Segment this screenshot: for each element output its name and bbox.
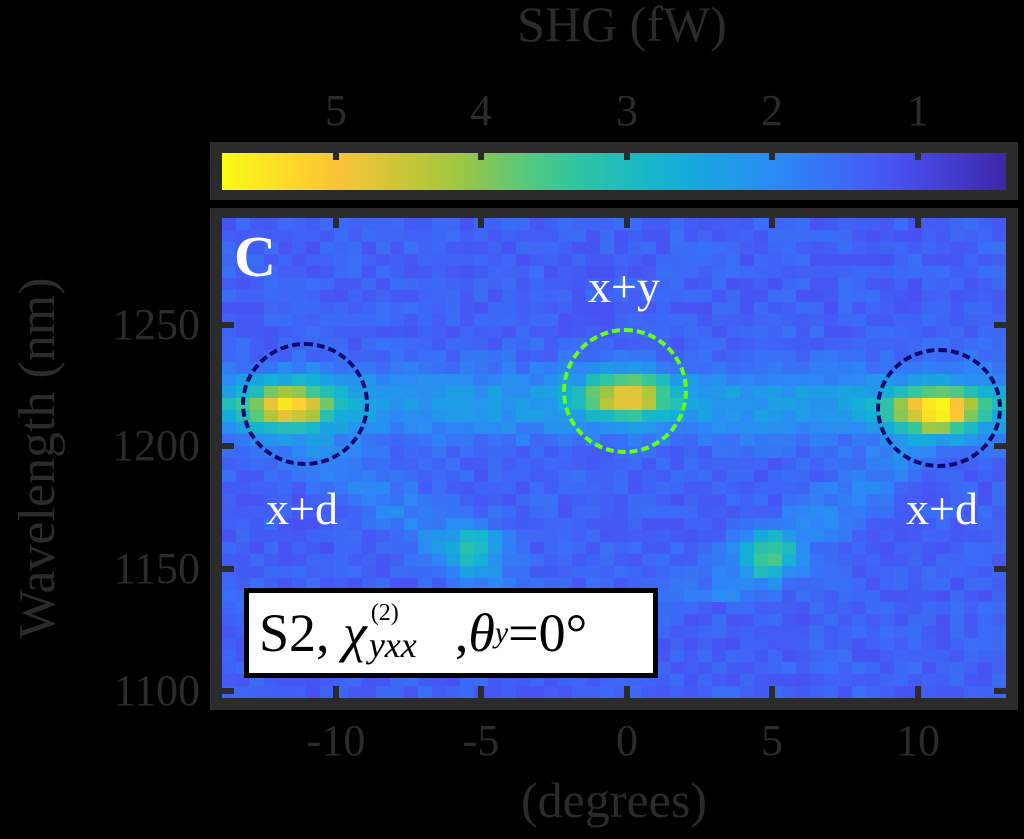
y-tick <box>222 688 234 694</box>
x-tick-label: 5 <box>761 716 783 765</box>
legend-chi-sup: (2) <box>370 600 399 626</box>
dashed-circle-right <box>876 348 1002 468</box>
annotation-left-x-plus-d: x+d <box>266 483 338 534</box>
y-tick <box>222 443 234 449</box>
x-tick <box>624 218 630 228</box>
legend-theta-sub: y <box>494 616 509 649</box>
x-tick <box>769 218 775 228</box>
y-tick <box>222 566 234 572</box>
colorbar-tick-label: 4 <box>470 86 492 135</box>
legend-chi-indices: (2) yxx <box>367 600 455 665</box>
legend-sep: , <box>454 603 469 663</box>
x-tick <box>333 218 339 228</box>
colorbar-tick <box>915 153 921 160</box>
x-tick <box>624 686 630 698</box>
x-tick <box>333 686 339 698</box>
annotation-x-plus-y: x+y <box>588 261 660 312</box>
legend-chi-sub: yxx <box>368 625 417 665</box>
x-axis-title: (degrees) <box>521 772 707 828</box>
x-tick-label: -10 <box>306 716 366 765</box>
dashed-circle-center <box>562 328 688 454</box>
y-tick <box>222 322 234 328</box>
x-tick-label: 0 <box>616 716 638 765</box>
colorbar-tick <box>624 153 630 160</box>
x-tick-label: 10 <box>896 716 940 765</box>
y-tick-label: 1250 <box>112 300 200 349</box>
x-tick <box>769 686 775 698</box>
x-tick-label: -5 <box>462 716 500 765</box>
x-tick <box>478 686 484 698</box>
dashed-circle-left <box>241 342 369 466</box>
y-tick-label: 1150 <box>113 544 200 593</box>
y-tick-label: 1200 <box>112 421 200 470</box>
colorbar-tick <box>769 153 775 160</box>
x-tick <box>915 686 921 698</box>
legend-box: S2, χ (2) yxx, θ y =0° <box>244 588 658 678</box>
colorbar-tick-label: 2 <box>761 86 783 135</box>
colorbar-tick <box>478 153 484 160</box>
colorbar-tick-label: 1 <box>907 86 929 135</box>
y-tick <box>994 443 1006 449</box>
y-tick-label: 1100 <box>113 666 200 715</box>
colorbar-title: SHG (fW) <box>517 0 727 52</box>
y-tick <box>994 688 1006 694</box>
y-axis-title: Wavelength (nm) <box>9 277 66 639</box>
legend-suffix: =0° <box>508 603 588 663</box>
annotation-right-x-plus-d: x+d <box>906 483 978 534</box>
colorbar-tick <box>333 153 339 160</box>
legend-chi: χ <box>343 603 367 663</box>
legend-prefix: S2, <box>259 603 344 663</box>
panel-label: C <box>234 224 276 289</box>
x-tick <box>915 218 921 228</box>
colorbar-tick-label: 5 <box>325 86 347 135</box>
x-tick <box>478 218 484 228</box>
y-tick <box>994 566 1006 572</box>
colorbar-gradient <box>222 153 1006 190</box>
colorbar-tick-label: 3 <box>616 86 638 135</box>
legend-theta: θ <box>468 603 495 663</box>
y-tick <box>994 322 1006 328</box>
